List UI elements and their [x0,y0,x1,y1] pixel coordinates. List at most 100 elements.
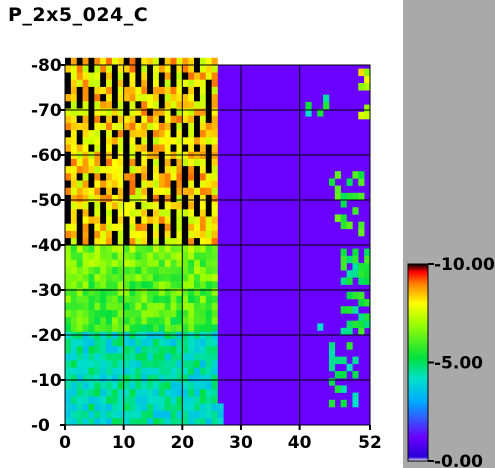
heatmap-cell [76,108,83,116]
heatmap-cell [106,158,113,167]
heatmap-cell [123,173,130,181]
heatmap-cell [123,403,130,411]
heatmap-cell [199,288,207,296]
heatmap-cell [141,65,148,73]
heatmap-cell [123,101,130,109]
heatmap-cell [129,115,136,123]
heatmap-cell [182,345,189,354]
heatmap-cell [117,187,124,195]
heatmap-cell [123,367,130,375]
heatmap-cell [164,281,171,289]
heatmap-cell [129,108,136,116]
cluster-cell [364,104,371,113]
heatmap-cell [152,266,160,275]
heatmap-cell [147,353,154,361]
heatmap-cell [158,57,166,66]
heatmap-cell [111,345,119,354]
heatmap-cell [129,252,136,260]
heatmap-cell [182,266,189,275]
heatmap-cell [123,353,130,361]
heatmap-cell [65,367,72,375]
heatmap-cell [147,223,154,231]
heatmap-cell [147,65,154,73]
cluster-cell [346,277,353,285]
cluster-cell [364,248,371,257]
heatmap-cell [158,93,166,102]
heatmap-cell [170,201,177,210]
heatmap-cell [164,86,171,95]
heatmap-cell [141,101,148,109]
heatmap-cell [205,338,212,347]
heatmap-cell [129,295,136,303]
heatmap-cell [170,86,177,95]
heatmap-cell [88,302,95,311]
heatmap-cell [117,367,124,375]
heatmap-cell [188,137,195,145]
heatmap-cell [129,101,136,109]
heatmap-cell [152,201,160,210]
heatmap-cell [188,338,195,347]
heatmap-cell [205,165,212,174]
heatmap-cell [147,360,154,368]
cluster-cell [305,109,312,117]
heatmap-cell [188,209,195,217]
cluster-cell [358,313,365,321]
heatmap-cell [188,72,195,80]
heatmap-cell [194,108,201,116]
heatmap-cell [182,338,189,347]
heatmap-cell [199,403,207,411]
heatmap-cell [147,165,154,174]
heatmap-cell [88,281,95,289]
heatmap-cell [205,324,212,332]
heatmap-cell [88,158,95,167]
heatmap-cell [199,360,207,368]
heatmap-cell [182,360,189,368]
heatmap-cell [106,381,113,390]
heatmap-cell [129,245,136,253]
heatmap-cell [94,209,101,217]
heatmap-cell [111,374,119,383]
heatmap-cell [88,230,95,239]
heatmap-cell [182,295,189,303]
cluster-cell [352,399,359,408]
heatmap-cell [135,266,142,275]
cluster-cell [358,171,365,179]
heatmap-cell [106,252,113,260]
heatmap-cell [199,237,207,246]
cluster-cell [352,263,359,271]
heatmap-cell [111,417,119,426]
heatmap-cell [176,79,183,87]
heatmap-cell [194,230,201,239]
heatmap-cell [129,137,136,145]
heatmap-cell [65,410,72,419]
heatmap-cell [152,72,160,80]
heatmap-cell [170,403,177,411]
heatmap-cell [94,65,101,73]
heatmap-cell [76,173,83,181]
heatmap-cell [164,360,171,368]
heatmap-cell [158,417,166,426]
heatmap-cell [82,403,89,411]
cluster-cell [340,356,347,365]
heatmap-cell [205,129,212,138]
heatmap-cell [106,180,113,188]
cluster-cell [323,94,330,103]
heatmap-cell [117,360,124,368]
heatmap-cell [76,252,83,260]
heatmap-cell [117,237,124,246]
heatmap-cell [123,324,130,332]
heatmap-cell [65,245,72,253]
heatmap-cell [194,173,201,181]
heatmap-cell [111,410,119,419]
heatmap-cell [188,187,195,195]
heatmap-cell [88,108,95,116]
heatmap-cell [65,273,72,282]
heatmap-cell [88,259,95,267]
heatmap-cell [211,101,218,109]
cluster-cell [340,200,347,208]
heatmap-cell [135,367,142,375]
heatmap-cell [211,389,218,397]
heatmap-cell [106,57,113,66]
heatmap-cell [65,295,72,303]
heatmap-cell [76,230,83,239]
